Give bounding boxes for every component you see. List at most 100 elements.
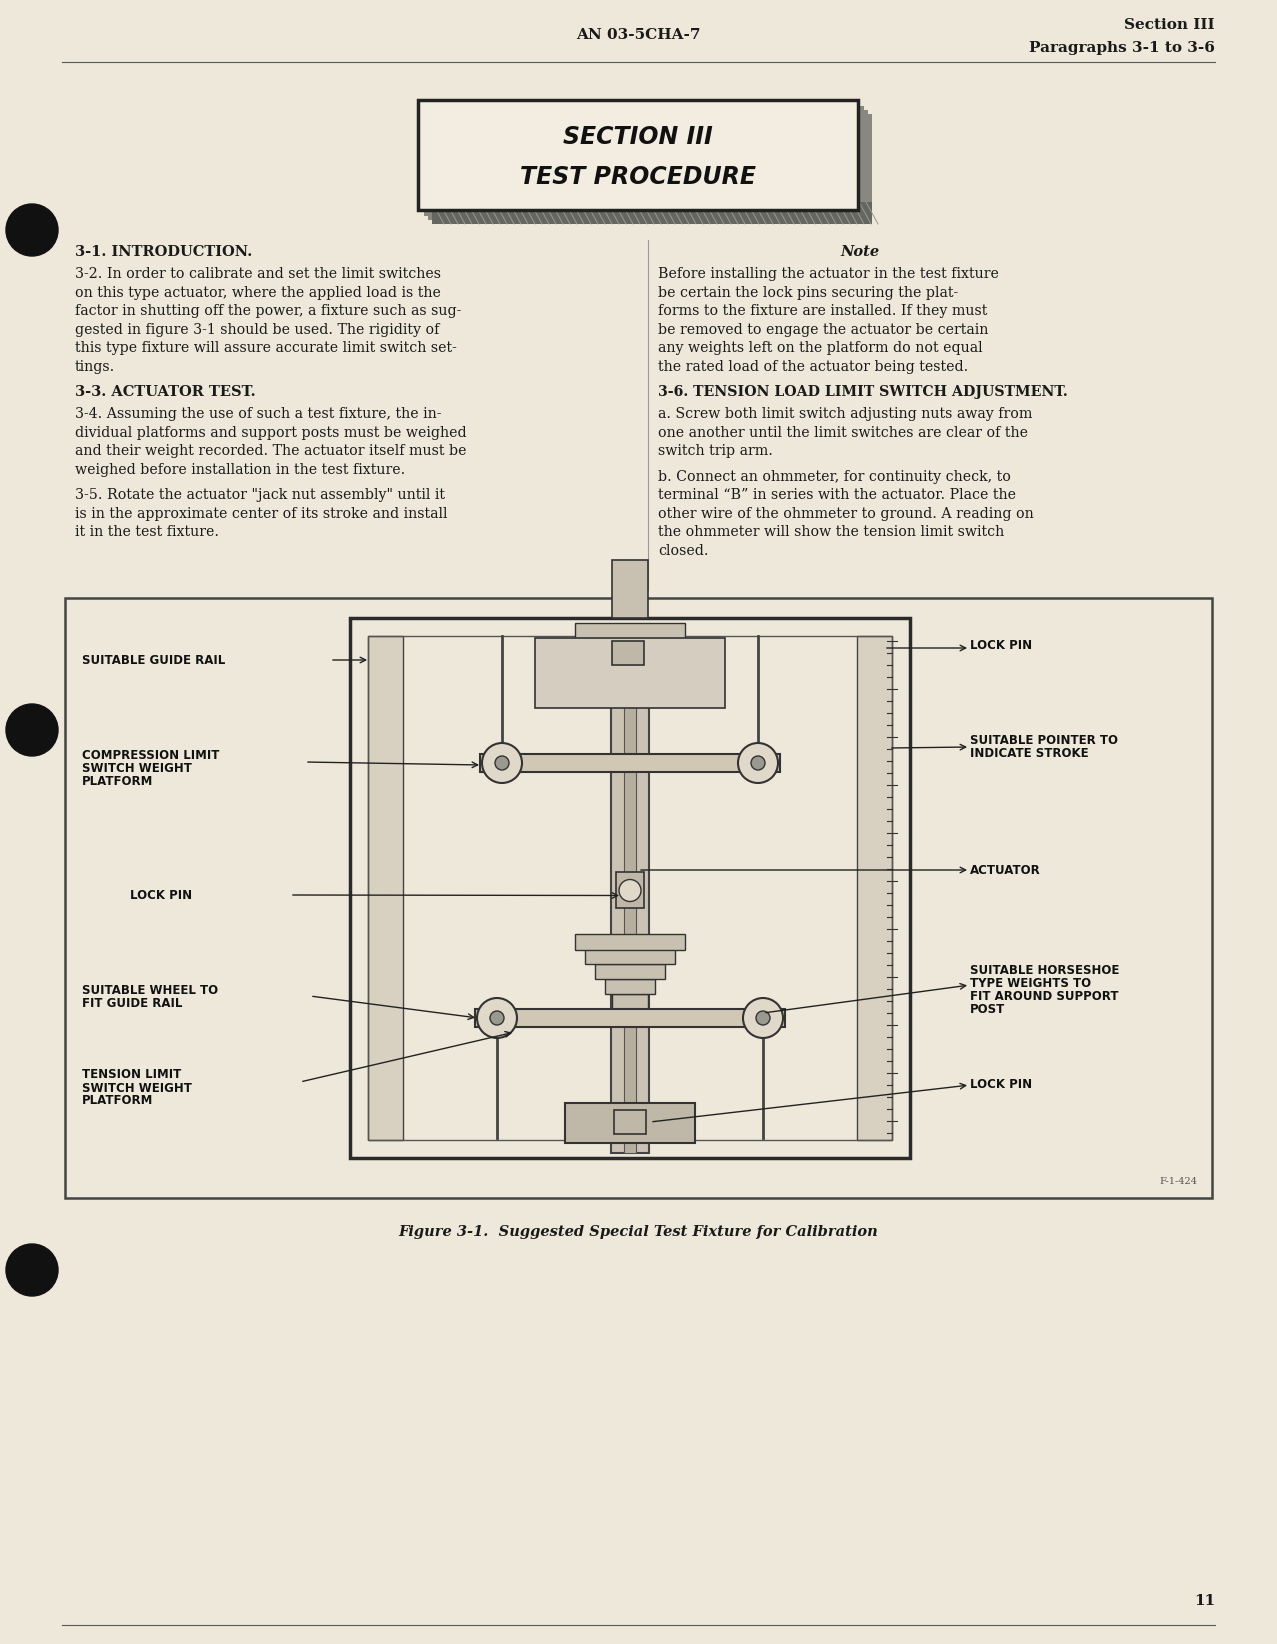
Text: POST: POST xyxy=(971,1003,1005,1016)
Text: dividual platforms and support posts must be weighed: dividual platforms and support posts mus… xyxy=(75,426,466,439)
Text: Figure 3-1.  Suggested Special Test Fixture for Calibration: Figure 3-1. Suggested Special Test Fixtu… xyxy=(398,1225,877,1240)
Text: factor in shutting off the power, a fixture such as sug-: factor in shutting off the power, a fixt… xyxy=(75,304,461,317)
Text: on this type actuator, where the applied load is the: on this type actuator, where the applied… xyxy=(75,286,441,299)
Bar xyxy=(368,636,893,1139)
Bar xyxy=(428,110,868,220)
Bar xyxy=(424,105,865,215)
Text: forms to the fixture are installed. If they must: forms to the fixture are installed. If t… xyxy=(658,304,987,317)
Circle shape xyxy=(619,880,641,901)
Text: b. Connect an ohmmeter, for continuity check, to: b. Connect an ohmmeter, for continuity c… xyxy=(658,470,1011,483)
Text: terminal “B” in series with the actuator. Place the: terminal “B” in series with the actuator… xyxy=(658,488,1016,501)
Text: PLATFORM: PLATFORM xyxy=(82,774,153,787)
Bar xyxy=(432,202,872,224)
Bar xyxy=(605,671,655,682)
Circle shape xyxy=(495,756,510,769)
Text: 11: 11 xyxy=(1194,1595,1214,1608)
Circle shape xyxy=(6,704,57,756)
Bar xyxy=(612,995,647,1009)
Bar xyxy=(564,1103,695,1143)
Text: SUITABLE POINTER TO: SUITABLE POINTER TO xyxy=(971,733,1117,746)
Text: TEST PROCEDURE: TEST PROCEDURE xyxy=(520,164,756,189)
Text: COMPRESSION LIMIT: COMPRESSION LIMIT xyxy=(82,748,220,761)
Bar xyxy=(857,636,893,1139)
Bar xyxy=(614,1110,646,1134)
Text: ACTUATOR: ACTUATOR xyxy=(971,863,1041,876)
Bar xyxy=(585,641,676,658)
Bar xyxy=(535,638,725,709)
Bar xyxy=(612,682,647,699)
Circle shape xyxy=(6,1245,57,1295)
Bar xyxy=(575,934,684,950)
Text: be removed to engage the actuator be certain: be removed to engage the actuator be cer… xyxy=(658,322,988,337)
Text: LOCK PIN: LOCK PIN xyxy=(971,1078,1032,1092)
Text: the ohmmeter will show the tension limit switch: the ohmmeter will show the tension limit… xyxy=(658,524,1004,539)
Text: F-1-424: F-1-424 xyxy=(1160,1177,1197,1185)
Text: and their weight recorded. The actuator itself must be: and their weight recorded. The actuator … xyxy=(75,444,466,459)
Text: SWITCH WEIGHT: SWITCH WEIGHT xyxy=(82,1082,192,1095)
Bar xyxy=(616,873,644,909)
Bar xyxy=(585,949,676,963)
Bar xyxy=(65,598,1212,1198)
Circle shape xyxy=(751,756,765,769)
Text: 3-2. In order to calibrate and set the limit switches: 3-2. In order to calibrate and set the l… xyxy=(75,266,441,281)
Text: it in the test fixture.: it in the test fixture. xyxy=(75,524,218,539)
Text: TENSION LIMIT: TENSION LIMIT xyxy=(82,1069,181,1082)
Bar xyxy=(368,636,404,1139)
Text: SECTION III: SECTION III xyxy=(563,125,713,150)
Circle shape xyxy=(738,743,778,783)
Circle shape xyxy=(481,743,522,783)
Bar xyxy=(610,699,649,1152)
Bar xyxy=(595,658,665,671)
Text: this type fixture will assure accurate limit switch set-: this type fixture will assure accurate l… xyxy=(75,340,457,355)
Text: switch trip arm.: switch trip arm. xyxy=(658,444,773,459)
Text: Before installing the actuator in the test fixture: Before installing the actuator in the te… xyxy=(658,266,999,281)
Bar xyxy=(432,113,872,224)
Text: SUITABLE HORSESHOE: SUITABLE HORSESHOE xyxy=(971,963,1120,977)
Bar xyxy=(605,978,655,995)
Text: LOCK PIN: LOCK PIN xyxy=(130,888,192,901)
Text: is in the approximate center of its stroke and install: is in the approximate center of its stro… xyxy=(75,506,447,521)
Circle shape xyxy=(743,998,783,1037)
Text: TYPE WEIGHTS TO: TYPE WEIGHTS TO xyxy=(971,977,1091,990)
Text: weighed before installation in the test fixture.: weighed before installation in the test … xyxy=(75,462,405,477)
Bar xyxy=(475,1009,785,1028)
Bar xyxy=(612,561,647,618)
Text: the rated load of the actuator being tested.: the rated load of the actuator being tes… xyxy=(658,360,968,373)
Bar xyxy=(480,755,780,773)
Circle shape xyxy=(6,204,57,256)
Text: Note: Note xyxy=(840,245,880,260)
Text: 3-3. ACTUATOR TEST.: 3-3. ACTUATOR TEST. xyxy=(75,385,255,399)
Text: be certain the lock pins securing the plat-: be certain the lock pins securing the pl… xyxy=(658,286,958,299)
Text: tings.: tings. xyxy=(75,360,115,373)
Text: 3-1. INTRODUCTION.: 3-1. INTRODUCTION. xyxy=(75,245,253,260)
Circle shape xyxy=(478,998,517,1037)
Text: SUITABLE GUIDE RAIL: SUITABLE GUIDE RAIL xyxy=(82,654,225,666)
Circle shape xyxy=(756,1011,770,1024)
Text: FIT AROUND SUPPORT: FIT AROUND SUPPORT xyxy=(971,990,1119,1003)
Bar xyxy=(350,618,911,1157)
Text: one another until the limit switches are clear of the: one another until the limit switches are… xyxy=(658,426,1028,439)
Text: SWITCH WEIGHT: SWITCH WEIGHT xyxy=(82,761,192,774)
Text: AN 03-5CHA-7: AN 03-5CHA-7 xyxy=(576,28,700,43)
Text: a. Screw both limit switch adjusting nuts away from: a. Screw both limit switch adjusting nut… xyxy=(658,408,1032,421)
Text: Section III: Section III xyxy=(1124,18,1214,31)
Bar xyxy=(595,963,665,978)
Text: SUITABLE WHEEL TO: SUITABLE WHEEL TO xyxy=(82,983,218,996)
Bar xyxy=(624,699,636,1152)
Text: 3-4. Assuming the use of such a test fixture, the in-: 3-4. Assuming the use of such a test fix… xyxy=(75,408,442,421)
Text: PLATFORM: PLATFORM xyxy=(82,1095,153,1108)
Text: LOCK PIN: LOCK PIN xyxy=(971,638,1032,651)
Bar xyxy=(418,100,858,210)
Text: gested in figure 3-1 should be used. The rigidity of: gested in figure 3-1 should be used. The… xyxy=(75,322,439,337)
Text: closed.: closed. xyxy=(658,544,709,557)
Bar xyxy=(612,641,644,666)
Text: other wire of the ohmmeter to ground. A reading on: other wire of the ohmmeter to ground. A … xyxy=(658,506,1034,521)
Text: Paragraphs 3-1 to 3-6: Paragraphs 3-1 to 3-6 xyxy=(1029,41,1214,54)
Text: INDICATE STROKE: INDICATE STROKE xyxy=(971,746,1088,760)
Text: FIT GUIDE RAIL: FIT GUIDE RAIL xyxy=(82,996,183,1009)
Circle shape xyxy=(490,1011,504,1024)
Text: any weights left on the platform do not equal: any weights left on the platform do not … xyxy=(658,340,982,355)
Text: 3-6. TENSION LOAD LIMIT SWITCH ADJUSTMENT.: 3-6. TENSION LOAD LIMIT SWITCH ADJUSTMEN… xyxy=(658,385,1068,399)
Bar xyxy=(575,623,684,641)
Text: 3-5. Rotate the actuator "jack nut assembly" until it: 3-5. Rotate the actuator "jack nut assem… xyxy=(75,488,444,501)
